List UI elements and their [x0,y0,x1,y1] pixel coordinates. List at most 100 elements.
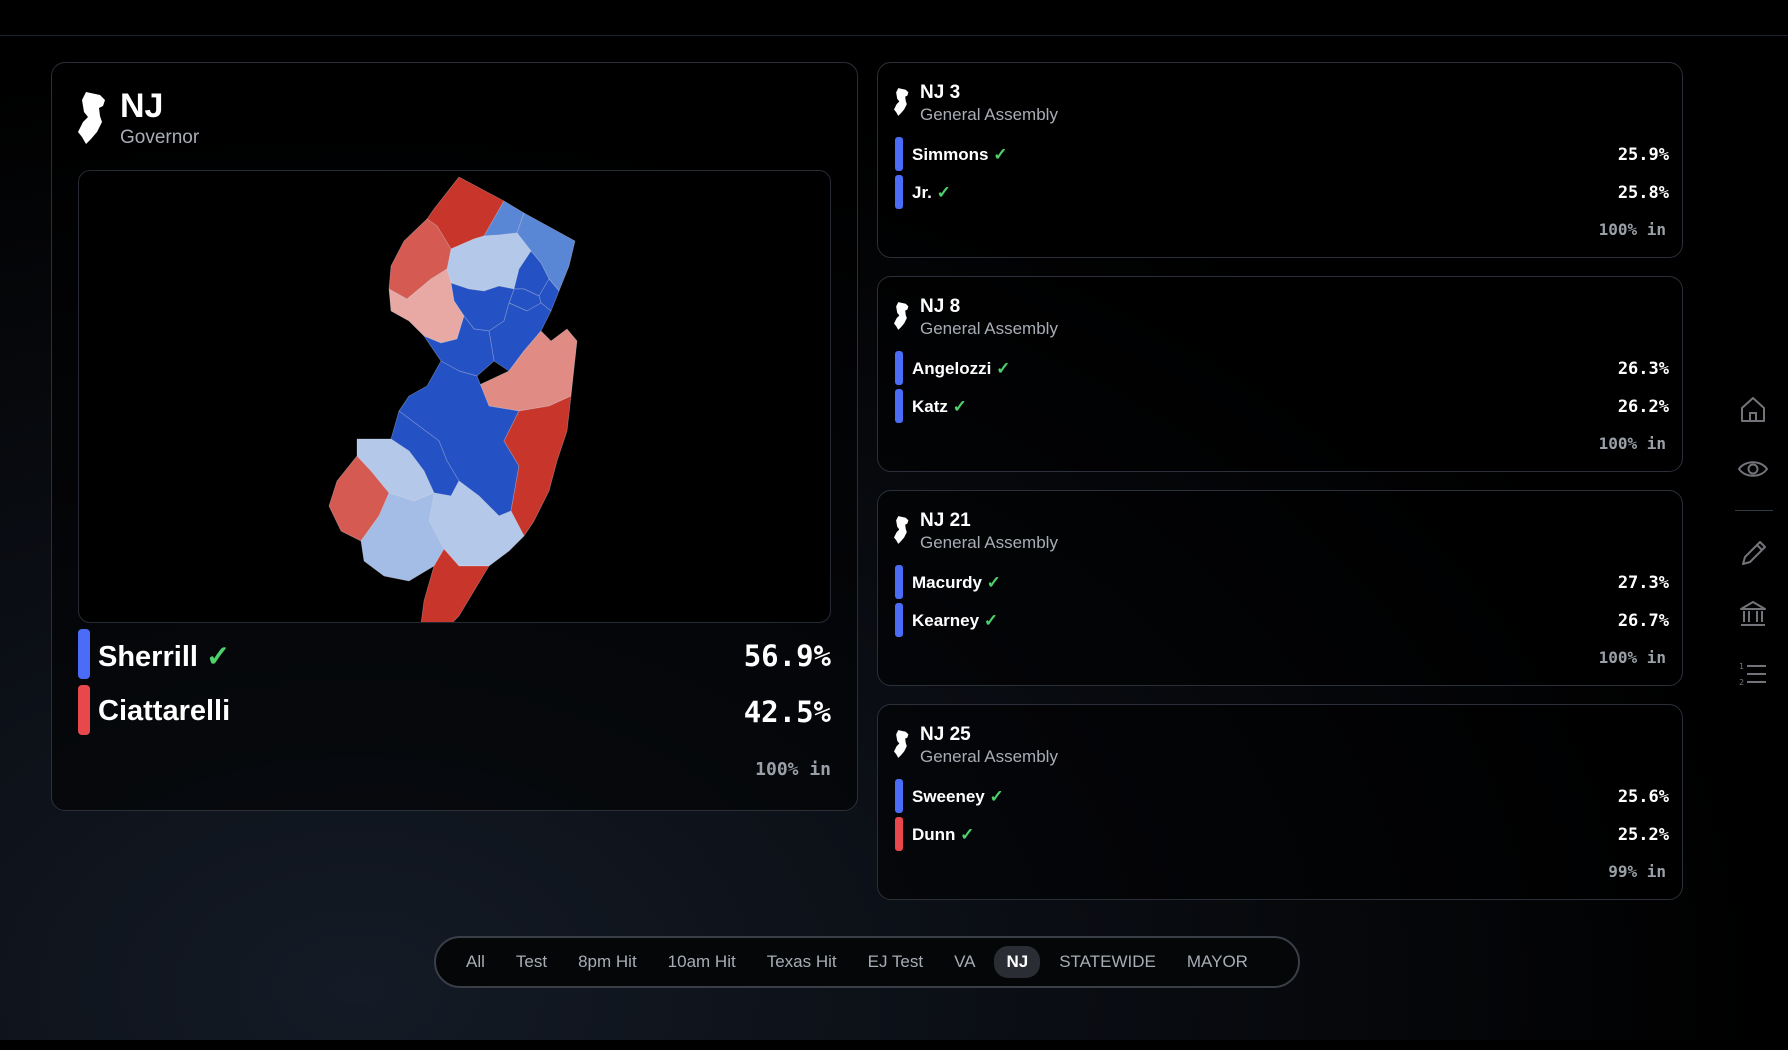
county-ocean [503,395,572,537]
tab-10am-hit[interactable]: 10am Hit [667,952,736,971]
bank-icon[interactable] [1737,598,1769,630]
race-card-nj-25[interactable]: NJ 25 General Assembly Sweeney ✓ 25.6% D… [877,704,1683,900]
race-header: NJ 8 General Assembly [894,297,1058,339]
winner-check-icon: ✓ [983,611,999,630]
candidate-percent: 26.2% [1617,397,1669,417]
winner-check-icon: ✓ [960,825,975,844]
candidate-row-ciattarelli: Ciattarelli 42.5% [78,685,831,735]
candidate-row: Sweeney ✓ 25.6% [895,779,1669,813]
race-card-nj-3[interactable]: NJ 3 General Assembly Simmons ✓ 25.9% Jr… [877,62,1683,258]
window-top-bar [0,0,1788,36]
race-title: NJ 21 [920,510,971,531]
candidate-percent: 26.3% [1617,359,1669,379]
race-subtitle: General Assembly [920,746,1058,766]
race-subtitle: General Assembly [920,104,1058,124]
tab-ej-test[interactable]: EJ Test [867,952,924,971]
reporting-status: 99% in [1608,862,1666,881]
winner-check-icon: ✓ [986,573,1001,592]
home-icon[interactable] [1737,393,1769,425]
nj-state-icon [894,302,909,330]
race-card-nj-8[interactable]: NJ 8 General Assembly Angelozzi ✓ 26.3% … [877,276,1683,472]
party-color-bar [78,685,90,735]
candidate-row: Angelozzi ✓ 26.3% [895,351,1669,385]
candidate-percent: 56.9% [743,639,831,673]
svg-text:1: 1 [1739,662,1744,671]
nj-state-icon [78,92,105,144]
numbered-list-icon[interactable]: 1 2 [1737,658,1769,690]
race-subtitle: Governor [120,127,200,148]
candidate-percent: 25.8% [1617,183,1669,203]
party-color-bar [895,175,903,209]
reporting-status: 100% in [755,759,831,780]
tab-va[interactable]: VA [954,952,976,971]
tab-mayor[interactable]: MAYOR [1186,952,1248,971]
race-title: NJ 8 [920,296,961,317]
race-title: NJ 3 [920,82,961,103]
tab-test[interactable]: Test [515,952,548,971]
winner-check-icon: ✓ [206,641,231,673]
candidate-name: Kearney ✓ [912,611,999,630]
rail-divider [1735,510,1773,511]
county-cumberland [360,492,445,582]
reporting-status: 100% in [1598,648,1666,667]
race-title: NJ [120,87,164,125]
candidate-row: Jr. ✓ 25.8% [895,175,1669,209]
nj-state-icon [894,516,909,544]
race-subtitle: General Assembly [920,532,1058,552]
governor-race-card[interactable]: NJ Governor [51,62,858,811]
nj-state-icon [894,88,909,116]
eye-icon[interactable] [1737,453,1769,485]
race-card-nj-21[interactable]: NJ 21 General Assembly Macurdy ✓ 27.3% K… [877,490,1683,686]
candidate-name: Dunn ✓ [912,825,975,844]
party-color-bar [895,779,903,813]
candidate-row: Katz ✓ 26.2% [895,389,1669,423]
county-hunterdon [388,268,465,344]
winner-check-icon: ✓ [993,145,1008,164]
nj-state-icon [894,730,909,758]
tab-texas-hit[interactable]: Texas Hit [766,952,837,971]
party-color-bar [78,629,90,679]
window-bottom-bar [0,1040,1788,1050]
winner-check-icon: ✓ [996,359,1011,378]
winner-check-icon: ✓ [936,183,951,202]
race-subtitle: General Assembly [920,318,1058,338]
party-color-bar [895,603,903,637]
pencil-icon[interactable] [1737,538,1769,570]
candidate-name: Angelozzi ✓ [912,359,1011,378]
svg-text:2: 2 [1739,678,1744,687]
candidate-percent: 25.9% [1617,145,1669,165]
race-header: NJ 25 General Assembly [894,725,1058,767]
party-color-bar [895,351,903,385]
candidate-name: Jr. ✓ [912,183,951,202]
candidate-percent: 27.3% [1617,573,1669,593]
race-title: NJ 25 [920,724,971,745]
candidate-percent: 25.2% [1617,825,1669,845]
candidate-name: Sherrill ✓ [98,641,231,673]
candidate-percent: 26.7% [1617,611,1669,631]
race-header: NJ 21 General Assembly [894,511,1058,553]
candidate-name: Katz ✓ [912,397,967,416]
race-header: NJ Governor [78,89,199,149]
candidate-name: Macurdy ✓ [912,573,1001,592]
candidate-name: Sweeney ✓ [912,787,1004,806]
party-color-bar [895,817,903,851]
race-header: NJ 3 General Assembly [894,83,1058,125]
tab-nj[interactable]: NJ [994,946,1041,978]
candidate-name: Simmons ✓ [912,145,1008,164]
candidate-row-sherrill: Sherrill ✓ 56.9% [78,629,831,679]
county-cape-may [420,548,490,622]
party-color-bar [895,137,903,171]
candidate-percent: 42.5% [743,695,831,729]
tab-all[interactable]: All [466,952,485,971]
party-color-bar [895,389,903,423]
candidate-percent: 25.6% [1617,787,1669,807]
winner-check-icon: ✓ [989,787,1004,806]
party-color-bar [895,565,903,599]
tab-statewide[interactable]: STATEWIDE [1059,952,1156,971]
reporting-status: 100% in [1598,434,1666,453]
tab-8pm-hit[interactable]: 8pm Hit [578,952,637,971]
candidate-name: Ciattarelli [98,695,231,727]
county-map[interactable] [78,170,831,623]
candidate-row: Simmons ✓ 25.9% [895,137,1669,171]
nj-county-map-svg [328,176,578,622]
